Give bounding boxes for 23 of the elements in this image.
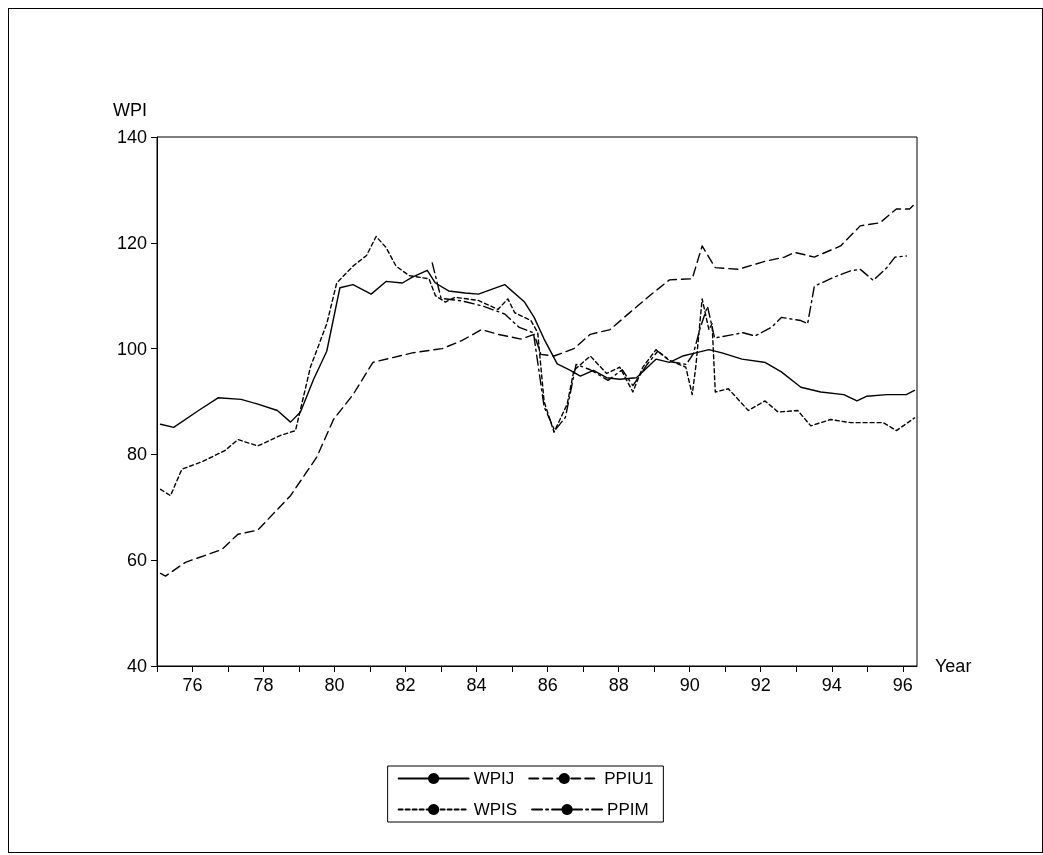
x-axis-title: Year	[935, 656, 972, 676]
legend-label: PPIU1	[604, 769, 654, 788]
legend-label: WPIJ	[473, 769, 515, 788]
x-tick-label: 88	[608, 675, 629, 695]
x-tick-label: 96	[892, 675, 913, 695]
x-tick-label: 86	[537, 675, 558, 695]
x-tick-label: 80	[324, 675, 345, 695]
y-axis-title: WPI	[113, 100, 147, 120]
y-tick-label: 140	[116, 127, 147, 147]
legend-label: PPIM	[607, 800, 649, 819]
y-tick-label: 80	[126, 444, 147, 465]
y-tick-label: 40	[126, 656, 147, 676]
x-tick-label: 84	[466, 675, 487, 695]
x-tick-label: 92	[750, 675, 771, 695]
y-tick-label: 60	[126, 550, 147, 571]
y-tick-label: 120	[116, 232, 147, 253]
x-tick-label: 90	[679, 675, 700, 695]
legend-label: WPIS	[473, 800, 518, 819]
x-tick-label: 94	[821, 675, 842, 695]
x-tick-label: 76	[182, 675, 203, 695]
x-tick-label: 82	[395, 675, 416, 695]
x-tick-label: 78	[253, 675, 274, 695]
y-tick-label: 100	[116, 338, 147, 359]
